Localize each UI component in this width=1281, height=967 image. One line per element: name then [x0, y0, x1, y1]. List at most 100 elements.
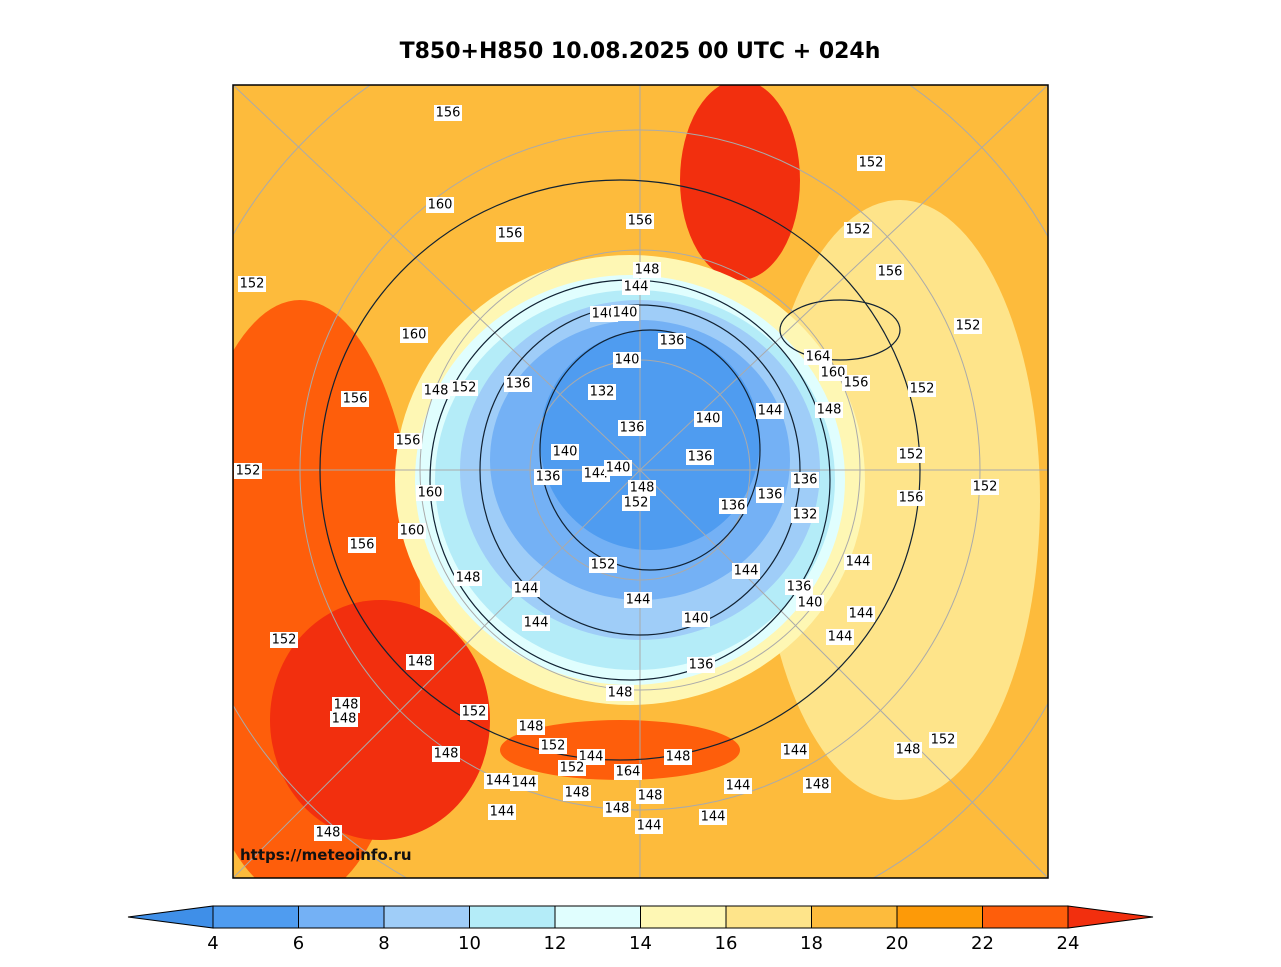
contour-label: 136 — [536, 470, 561, 485]
contour-label-bg — [624, 592, 652, 608]
contour-label: 144 — [846, 555, 871, 570]
contour-label-bg — [614, 764, 642, 780]
contour-label-bg — [796, 595, 824, 611]
contour-label: 148 — [608, 686, 633, 701]
contour-label: 140 — [592, 307, 617, 322]
contour-label: 148 — [424, 384, 449, 399]
contour-label: 144 — [758, 404, 783, 419]
contour-label-bg — [454, 570, 482, 586]
contour-label-bg — [510, 775, 538, 791]
contour-label: 156 — [350, 538, 375, 553]
contour-label-bg — [238, 276, 266, 292]
contour-label-bg — [534, 469, 562, 485]
contour-label-bg — [603, 801, 631, 817]
contour-label: 160 — [821, 366, 846, 381]
contour-label: 152 — [899, 448, 924, 463]
contour-label-bg — [664, 749, 692, 765]
contour-label-bg — [558, 760, 586, 776]
contour-label-bg — [517, 719, 545, 735]
contour-label-bg — [785, 579, 813, 595]
contour-label-bg — [971, 479, 999, 495]
contour-label: 148 — [630, 481, 655, 496]
contour-label: 148 — [565, 786, 590, 801]
contour-label-bg — [330, 711, 358, 727]
contour-label: 148 — [434, 747, 459, 762]
contour-label-bg — [908, 381, 936, 397]
contour-label-bg — [613, 352, 641, 368]
contour-label: 144 — [626, 593, 651, 608]
contour-label-bg — [658, 333, 686, 349]
contour-label-bg — [635, 818, 663, 834]
colorbar-segment — [298, 905, 385, 929]
contour-label-bg — [687, 657, 715, 673]
contour-label: 148 — [817, 403, 842, 418]
watermark: https://meteoinfo.ru — [240, 846, 412, 864]
contour-label: 160 — [402, 328, 427, 343]
colorbar-tick-label: 6 — [293, 933, 304, 954]
contour-label: 144 — [734, 564, 759, 579]
map-frame — [232, 84, 1049, 879]
contour-label: 152 — [452, 381, 477, 396]
colorbar-segment — [982, 905, 1069, 929]
colorbar-segment — [640, 905, 727, 929]
contour-label: 140 — [615, 353, 640, 368]
contour-label: 136 — [793, 473, 818, 488]
contour-label-bg — [791, 507, 819, 523]
contour-label: 140 — [553, 445, 578, 460]
contour-label: 140 — [684, 612, 709, 627]
colorbar: 4 6 8 10 12 14 16 18 20 22 24 — [127, 905, 1154, 954]
contour-label: 156 — [878, 265, 903, 280]
contour-label: 152 — [931, 733, 956, 748]
contour-label-bg — [626, 213, 654, 229]
contour-label-bg — [897, 490, 925, 506]
contour-label-bg — [699, 809, 727, 825]
contour-label: 144 — [624, 280, 649, 295]
contour-label-bg — [348, 537, 376, 553]
colorbar-tick-label: 22 — [971, 933, 994, 954]
contour-label: 144 — [490, 805, 515, 820]
contour-label-bg — [929, 732, 957, 748]
contour-label: 164 — [806, 350, 831, 365]
colorbar-tick-label: 24 — [1057, 933, 1080, 954]
colorbar-segment — [212, 905, 299, 929]
contour-label-bg — [618, 420, 646, 436]
colorbar-segment — [554, 905, 641, 929]
contour-label-bg — [756, 403, 784, 419]
contour-label: 148 — [456, 571, 481, 586]
contour-label-bg — [582, 466, 610, 482]
contour-label: 136 — [620, 421, 645, 436]
contour-label: 136 — [506, 377, 531, 392]
contour-label: 144 — [637, 819, 662, 834]
contour-label: 140 — [606, 461, 631, 476]
contour-label: 148 — [638, 789, 663, 804]
contour-label: 148 — [805, 778, 830, 793]
contour-label-bg — [314, 825, 342, 841]
contour-label: 144 — [514, 582, 539, 597]
contour-label: 152 — [624, 496, 649, 511]
contour-label-bg — [857, 155, 885, 171]
contour-label-bg — [732, 563, 760, 579]
colorbar-tick-label: 20 — [886, 933, 909, 954]
contour-label: 136 — [758, 488, 783, 503]
colorbar-segment — [383, 905, 470, 929]
contour-label: 152 — [240, 277, 265, 292]
contour-label-bg — [815, 402, 843, 418]
contour-label-bg — [406, 654, 434, 670]
contour-label: 144 — [849, 607, 874, 622]
contour-label-bg — [522, 615, 550, 631]
contour-label-bg — [539, 738, 567, 754]
contour-label-bg — [682, 611, 710, 627]
contour-label-bg — [611, 305, 639, 321]
contour-label: 144 — [828, 630, 853, 645]
colorbar-segment — [896, 905, 983, 929]
contour-label-bg — [588, 384, 616, 400]
contour-label: 156 — [396, 434, 421, 449]
contour-label: 144 — [701, 810, 726, 825]
contour-label-bg — [450, 380, 478, 396]
contour-label: 132 — [590, 385, 615, 400]
contour-label: 164 — [616, 765, 641, 780]
contour-label-bg — [398, 523, 426, 539]
